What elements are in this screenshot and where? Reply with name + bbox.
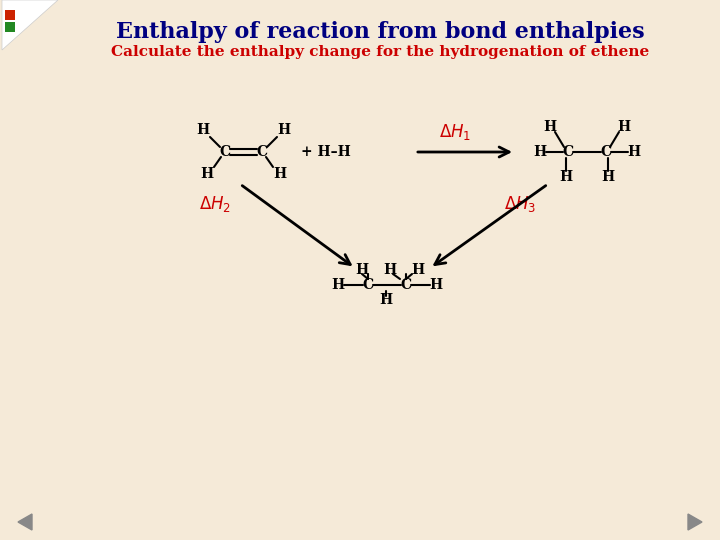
- Text: H: H: [379, 293, 392, 307]
- Bar: [5, 22, 15, 32]
- Text: $\Delta H_1$: $\Delta H_1$: [439, 122, 471, 142]
- Text: C: C: [600, 145, 611, 159]
- Text: H: H: [627, 145, 641, 159]
- Text: C: C: [256, 145, 268, 159]
- Polygon shape: [2, 0, 58, 50]
- Text: C: C: [562, 145, 574, 159]
- Text: Enthalpy of reaction from bond enthalpies: Enthalpy of reaction from bond enthalpie…: [116, 21, 644, 43]
- Text: $\Delta H_3$: $\Delta H_3$: [504, 194, 536, 214]
- Bar: [5, 10, 15, 20]
- Text: H: H: [274, 167, 287, 181]
- Text: $\Delta H_2$: $\Delta H_2$: [199, 194, 231, 214]
- Text: C: C: [220, 145, 230, 159]
- Text: H: H: [384, 263, 397, 277]
- Text: C: C: [362, 278, 374, 292]
- Text: H: H: [197, 123, 210, 137]
- Polygon shape: [688, 514, 702, 530]
- Text: H: H: [544, 120, 557, 134]
- Text: Calculate the enthalpy change for the hydrogenation of ethene: Calculate the enthalpy change for the hy…: [111, 45, 649, 59]
- Text: H: H: [559, 170, 572, 184]
- Text: H: H: [411, 263, 425, 277]
- Text: H: H: [331, 278, 345, 292]
- Text: H: H: [356, 263, 369, 277]
- Text: C: C: [400, 278, 412, 292]
- Text: + H–H: + H–H: [301, 145, 351, 159]
- Text: H: H: [601, 170, 615, 184]
- Text: H: H: [618, 120, 631, 134]
- Text: H: H: [534, 145, 546, 159]
- Text: H: H: [429, 278, 443, 292]
- Text: H: H: [200, 167, 214, 181]
- Text: H: H: [277, 123, 291, 137]
- Polygon shape: [18, 514, 32, 530]
